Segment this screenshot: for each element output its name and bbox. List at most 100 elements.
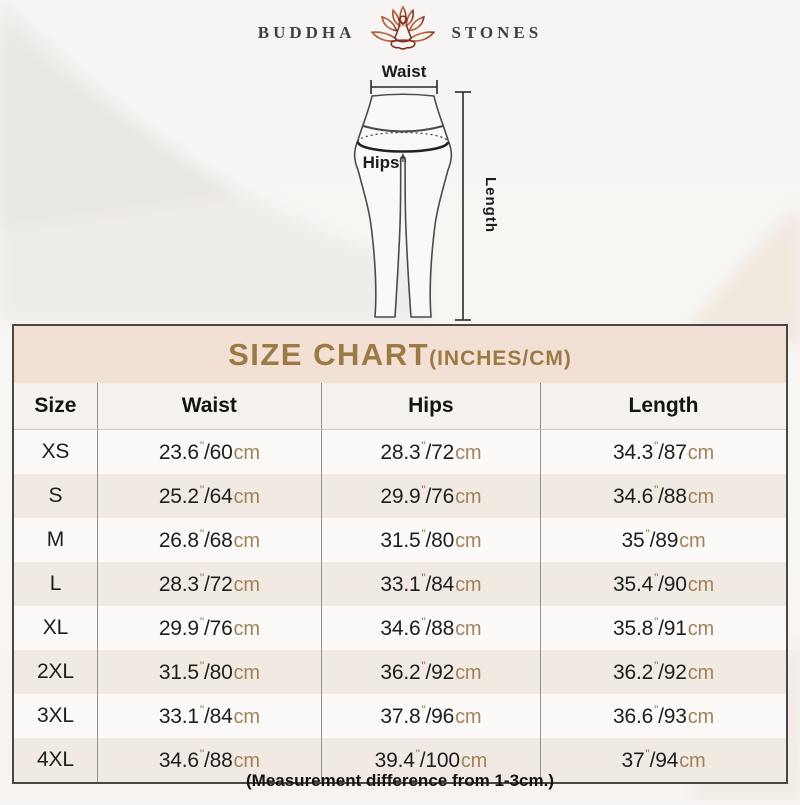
cm-value: /88 (425, 617, 455, 640)
size-label: XS (14, 429, 98, 474)
inches-value: 33.1 (380, 573, 421, 596)
inch-mark: " (421, 659, 426, 673)
cm-value: /84 (203, 705, 233, 728)
inches-value: 37 (621, 749, 645, 772)
inch-mark: " (421, 571, 426, 585)
inch-mark: " (654, 571, 659, 585)
cm-unit: cm (679, 750, 706, 772)
inches-value: 23.6 (158, 441, 199, 464)
waist-measurement: 34.6"/88cm (96, 738, 322, 782)
inches-value: 36.6 (612, 705, 654, 728)
inches-value: 34.6 (612, 485, 654, 508)
size-row-s: S 25.2"/64cm 29.9"/76cm 34.6"/88cm (14, 474, 786, 518)
size-row-m: M 26.8"/68cm 31.5"/80cm 35"/89cm (14, 518, 786, 562)
size-chart-title-bar: SIZE CHART (INCHES/CM) (14, 326, 786, 383)
inches-value: 35.4 (612, 573, 654, 596)
cm-unit: cm (233, 618, 260, 640)
length-measurement: 34.6"/88cm (539, 474, 786, 518)
inch-mark: " (645, 747, 650, 761)
brand-name-left: BUDDHA (257, 23, 356, 42)
cm-value: /80 (425, 529, 455, 552)
size-label: S (14, 474, 98, 518)
inch-mark: " (645, 527, 650, 541)
cm-unit: cm (233, 662, 260, 684)
cm-value: /60 (203, 441, 233, 464)
cm-value: /92 (425, 661, 455, 684)
inches-value: 31.5 (380, 529, 421, 552)
inch-mark: " (654, 439, 659, 453)
cm-unit: cm (687, 442, 714, 464)
cm-value: /72 (425, 441, 455, 464)
inch-mark: " (421, 439, 426, 453)
size-label: 2XL (14, 650, 98, 694)
cm-value: /92 (658, 661, 687, 684)
inches-value: 28.3 (380, 441, 421, 464)
size-table-header-row: Size Waist Hips Length (14, 383, 786, 430)
hips-label: Hips (363, 153, 400, 172)
lotus-meditation-icon (370, 4, 436, 59)
inches-value: 25.2 (158, 485, 199, 508)
inches-value: 36.2 (380, 661, 421, 684)
length-measurement: 36.2"/92cm (539, 650, 786, 694)
cm-value: /90 (658, 573, 687, 596)
cm-unit: cm (233, 530, 260, 552)
cm-value: /94 (649, 749, 679, 772)
inch-mark: " (421, 527, 426, 541)
inch-mark: " (199, 571, 204, 585)
waist-label: Waist (382, 62, 427, 81)
size-table-body: XS 23.6"/60cm 28.3"/72cm 34.3"/87cm S 25.2"/6… (14, 429, 786, 782)
waist-measurement: 28.3"/72cm (96, 562, 322, 606)
brand-header: BUDDHA (0, 0, 800, 62)
inches-value: 28.3 (158, 573, 199, 596)
size-chart-title: SIZE CHART (228, 337, 430, 372)
cm-unit: cm (455, 574, 482, 596)
column-header-size: Size (14, 383, 98, 430)
inches-value: 36.2 (612, 661, 654, 684)
cm-value: /96 (425, 705, 455, 728)
brand-name-right: STONES (451, 23, 543, 42)
inch-mark: " (421, 615, 426, 629)
size-label: XL (14, 606, 98, 650)
waist-measurement: 25.2"/64cm (96, 474, 322, 518)
cm-unit: cm (455, 618, 482, 640)
size-row-2xl: 2XL 31.5"/80cm 36.2"/92cm 36.2"/92cm (14, 650, 786, 694)
inches-value: 33.1 (158, 705, 199, 728)
inches-value: 35 (621, 529, 645, 552)
hips-measurement: 28.3"/72cm (320, 429, 541, 474)
inch-mark: " (654, 703, 659, 717)
waist-measurement: 31.5"/80cm (96, 650, 322, 694)
size-table: Size Waist Hips Length XS 23.6"/60cm 28.3"/72… (14, 383, 786, 782)
inch-mark: " (199, 703, 204, 717)
cm-value: /100 (419, 749, 460, 772)
length-measurement: 36.6"/93cm (539, 694, 786, 738)
cm-value: /89 (649, 529, 679, 552)
inches-value: 34.6 (158, 749, 199, 772)
cm-value: /88 (203, 749, 233, 772)
length-measurement: 34.3"/87cm (539, 429, 786, 474)
size-label: 4XL (14, 738, 98, 782)
cm-value: /91 (658, 617, 687, 640)
inch-mark: " (199, 527, 204, 541)
hips-measurement: 36.2"/92cm (320, 650, 541, 694)
length-measurement: 35.8"/91cm (539, 606, 786, 650)
cm-unit: cm (455, 530, 482, 552)
cm-unit: cm (687, 574, 714, 596)
inches-value: 35.8 (612, 617, 654, 640)
cm-unit: cm (455, 486, 482, 508)
waist-measurement: 23.6"/60cm (96, 429, 322, 474)
cm-unit: cm (455, 706, 482, 728)
hips-measurement: 29.9"/76cm (320, 474, 541, 518)
cm-unit: cm (233, 750, 260, 772)
waist-measurement: 29.9"/76cm (96, 606, 322, 650)
cm-value: /93 (658, 705, 687, 728)
cm-unit: cm (687, 662, 714, 684)
cm-value: /84 (425, 573, 455, 596)
cm-unit: cm (687, 486, 714, 508)
size-label: M (14, 518, 98, 562)
inch-mark: " (199, 483, 204, 497)
inch-mark: " (421, 483, 426, 497)
inches-value: 34.3 (612, 441, 654, 464)
inch-mark: " (654, 483, 659, 497)
cm-unit: cm (233, 574, 260, 596)
hips-measurement: 37.8"/96cm (320, 694, 541, 738)
